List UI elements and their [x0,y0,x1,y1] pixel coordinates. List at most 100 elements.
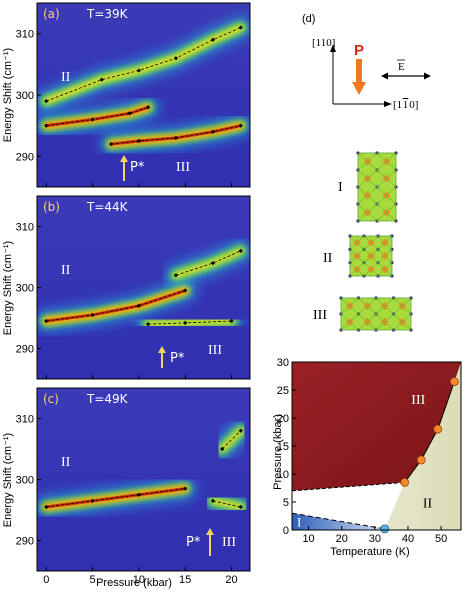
bond [340,313,359,331]
crystal-II [348,234,394,278]
data-point [220,446,225,452]
E-arrow-left [381,72,388,80]
P-arrow-head [352,82,366,95]
region-label-II: II [61,455,71,470]
axis-1bar10-arrowhead [384,101,392,107]
data-point [136,303,141,308]
bond [376,169,397,188]
xtick-label: 5 [90,574,96,586]
xlabel-spectra: Pressure (kbar) [96,577,172,589]
phase-xlabel: Temperature (K) [330,546,409,558]
ytick-label: 310 [16,414,34,426]
E-label: E [398,61,405,73]
region-label-II: II [61,263,71,278]
data-point [238,25,243,30]
panel-background [37,388,250,571]
structure-label-III: III [313,308,327,323]
fit-line [46,27,241,102]
region-wedge [292,482,405,529]
ytick-label: 310 [16,222,34,234]
ylabel-a: Energy Shift (cm⁻¹) [2,48,14,142]
data-point [173,273,179,278]
panel-temperature: T=39K [86,7,129,21]
ytick-label: 290 [16,344,34,356]
region-label-III: III [176,160,190,175]
ytick-label: 20 [277,413,289,425]
xtick-label: 20 [336,533,348,545]
pstar-label: P* [186,535,201,550]
crystal-I [356,151,398,223]
xtick-label: 10 [302,533,314,545]
P-arrow-shaft [356,59,362,83]
phase-region-II: II [423,497,433,512]
ridge-yellow [209,497,245,511]
phase-region-III: III [411,393,425,408]
panel-background [37,196,250,379]
bond [377,235,393,250]
region-label-III: III [222,535,236,550]
pstar-label: P* [170,351,185,366]
fit-line [221,430,242,450]
data-point [108,141,114,147]
ytick-label: 25 [277,385,289,397]
ytick-label: 290 [16,151,34,163]
region-label-III: III [208,343,222,358]
data-point [183,486,188,491]
data-point [210,37,216,42]
data-point [44,123,49,128]
bond [357,203,378,222]
pstar-arrow-head [158,346,166,353]
fit-line [46,290,186,322]
panel-d: (d) [110] [110] P E I II III [302,13,431,332]
crystal-structures [339,151,413,332]
boundary-I-III [291,481,405,492]
structure-label-II: II [323,251,333,266]
data-point [210,498,216,503]
bond [376,203,397,222]
data-point [183,320,188,326]
ytick-label: 300 [16,475,34,487]
ytick-label: 310 [16,29,34,41]
boundary-II-III [404,381,455,483]
transition-point [416,455,426,465]
bond [357,152,378,171]
ylabel-c: Energy Shift (cm⁻¹) [2,433,14,527]
P-label: P [354,42,364,59]
data-point [229,318,234,324]
panel-letter: (b) [43,200,60,214]
panel-temperature: T=49K [86,392,129,406]
bond [358,297,377,315]
ylabel-b: Energy Shift (cm⁻¹) [2,241,14,335]
data-point [238,428,243,433]
pstar-label: P* [130,160,145,175]
transition-point [433,424,443,434]
ytick-label: 290 [16,536,34,548]
panel-letter: (a) [43,7,60,21]
ytick-label: 15 [277,441,289,453]
xtick-label: 20 [225,574,237,586]
bond [376,152,397,171]
region-I-fill [292,513,385,530]
data-point [136,492,141,497]
transition-point-I [380,524,390,534]
bond [357,169,378,188]
data-point [127,111,132,116]
data-point [136,138,141,144]
bond [375,313,394,331]
xtick-label: 40 [402,533,414,545]
data-point [238,248,243,254]
phase-ylabel: Pressure (kbar) [272,414,284,490]
axis-110-arrowhead [330,44,336,52]
ytick-label: 10 [277,469,289,481]
bond [349,249,365,263]
data-point [183,288,188,293]
crystal-III [339,296,413,332]
bond [363,249,379,263]
data-point [210,129,216,134]
bond [349,262,365,277]
bond [393,297,412,315]
panel-letter: (c) [43,392,59,406]
